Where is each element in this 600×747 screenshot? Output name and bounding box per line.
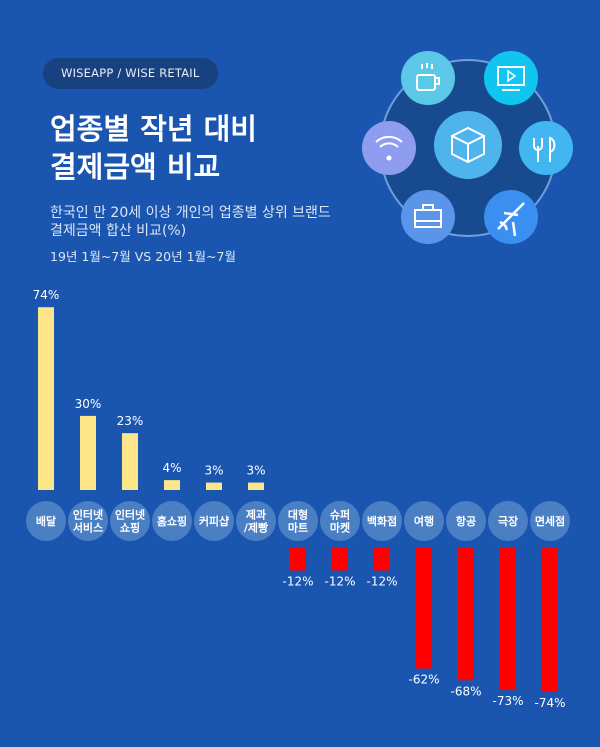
category-circle bbox=[446, 501, 486, 541]
category-label: 홈쇼핑 bbox=[157, 514, 187, 528]
bar-positive bbox=[206, 482, 222, 490]
value-label: -73% bbox=[492, 694, 523, 708]
category-label: 인터넷 bbox=[73, 508, 103, 522]
value-label: 3% bbox=[246, 464, 265, 478]
tv-play-icon bbox=[484, 51, 538, 105]
category-circle bbox=[68, 501, 108, 541]
value-label: -12% bbox=[324, 575, 355, 589]
category-label: 슈퍼 bbox=[330, 508, 350, 522]
category-label: 커피샵 bbox=[199, 514, 229, 528]
value-label: -74% bbox=[534, 696, 565, 710]
bar-negative bbox=[500, 547, 516, 691]
value-label: 74% bbox=[33, 288, 60, 302]
category-circle bbox=[278, 501, 318, 541]
coffee-cup-icon bbox=[401, 51, 455, 105]
bar-positive bbox=[38, 307, 54, 490]
bar-negative bbox=[416, 547, 432, 669]
bar-positive bbox=[80, 415, 96, 490]
period-label: 19년 1월~7월 VS 20년 1월~7월 bbox=[50, 249, 236, 264]
title-line-1: 업종별 작년 대비 bbox=[50, 112, 257, 146]
briefcase-icon bbox=[401, 190, 455, 244]
bar-positive bbox=[122, 433, 138, 490]
category-label: 쇼핑 bbox=[120, 521, 140, 535]
value-label: -12% bbox=[366, 575, 397, 589]
bar-negative bbox=[458, 547, 474, 681]
value-label: -68% bbox=[450, 684, 481, 698]
value-label: 4% bbox=[162, 461, 181, 475]
title-line-2: 결제금액 비교 bbox=[50, 150, 221, 184]
bar-positive bbox=[164, 480, 180, 490]
value-label: 30% bbox=[75, 397, 102, 411]
subtitle-line-2: 결제금액 합산 비교(%) bbox=[50, 223, 187, 239]
category-label: 서비스 bbox=[73, 521, 103, 535]
category-label: 극장 bbox=[498, 514, 518, 528]
category-circle bbox=[362, 501, 402, 541]
category-label: 면세점 bbox=[535, 514, 565, 528]
subtitle-line-1: 한국인 만 20세 이상 개인의 업종별 상위 브랜드 bbox=[50, 205, 331, 221]
category-icons-cluster bbox=[362, 51, 573, 244]
category-circle bbox=[488, 501, 528, 541]
bar-negative bbox=[290, 547, 306, 571]
bar-negative bbox=[332, 547, 348, 571]
category-label: 인터넷 bbox=[115, 508, 145, 522]
page-title: 업종별 작년 대비 결제금액 비교 bbox=[50, 110, 257, 186]
category-circle bbox=[404, 501, 444, 541]
category-circle bbox=[236, 501, 276, 541]
bar-negative bbox=[542, 547, 558, 693]
source-badge: WISEAPP / WISE RETAIL bbox=[43, 58, 218, 89]
fork-knife-icon bbox=[519, 121, 573, 175]
category-label: 여행 bbox=[414, 514, 434, 528]
value-label: -12% bbox=[282, 575, 313, 589]
category-circle bbox=[26, 501, 66, 541]
category-label: 백화점 bbox=[367, 514, 397, 528]
wifi-icon bbox=[362, 121, 416, 175]
package-box-icon bbox=[434, 111, 502, 179]
category-circle bbox=[152, 501, 192, 541]
category-label: 배달 bbox=[36, 514, 56, 528]
airplane-icon bbox=[484, 190, 538, 244]
bar-positive bbox=[248, 482, 264, 490]
category-circle bbox=[320, 501, 360, 541]
category-circle bbox=[194, 501, 234, 541]
value-label: 3% bbox=[204, 464, 223, 478]
category-label: 대형 bbox=[288, 508, 308, 522]
category-label: 마켓 bbox=[330, 521, 350, 535]
category-circle bbox=[530, 501, 570, 541]
category-label: 제과 bbox=[246, 508, 266, 522]
value-label: -62% bbox=[408, 673, 439, 687]
value-label: 23% bbox=[117, 414, 144, 428]
subtitle: 한국인 만 20세 이상 개인의 업종별 상위 브랜드 결제금액 합산 비교(%… bbox=[50, 204, 331, 240]
category-label: 마트 bbox=[288, 521, 308, 535]
category-label: /제빵 bbox=[244, 521, 268, 535]
category-label: 항공 bbox=[456, 514, 476, 528]
bar-negative bbox=[374, 547, 390, 571]
category-circle bbox=[110, 501, 150, 541]
